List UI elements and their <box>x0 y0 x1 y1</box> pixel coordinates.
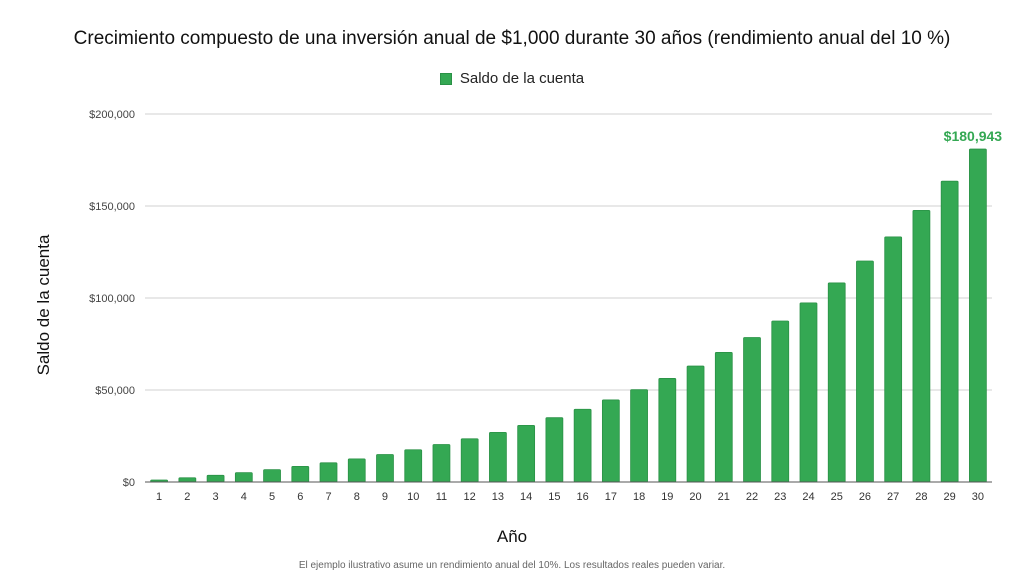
bar <box>489 431 507 483</box>
y-tick-label: $50,000 <box>95 385 135 397</box>
x-tick-label: 2 <box>184 491 190 503</box>
bar <box>714 352 733 483</box>
bar <box>856 260 874 483</box>
x-tick-label: 4 <box>241 491 247 503</box>
bar <box>206 474 225 483</box>
bar <box>573 408 592 483</box>
bar <box>319 462 338 483</box>
bar <box>460 438 479 483</box>
x-tick-label: 17 <box>605 491 617 503</box>
x-tick-label: 23 <box>774 491 786 503</box>
bar <box>771 320 790 483</box>
bar <box>545 417 564 483</box>
x-tick-label: 18 <box>633 491 645 503</box>
footnote: El ejemplo ilustrativo asume un rendimie… <box>298 560 726 571</box>
x-tick-label: 29 <box>944 491 956 503</box>
legend-label: Saldo de la cuenta <box>459 70 585 87</box>
bar <box>601 399 620 483</box>
x-tick-label: 21 <box>718 491 730 503</box>
bar <box>799 302 818 483</box>
x-tick-label: 9 <box>382 491 388 503</box>
bar <box>376 454 394 483</box>
bar <box>404 449 423 483</box>
x-tick-label: 13 <box>492 491 504 503</box>
y-tick-label: $0 <box>123 477 135 489</box>
legend-swatch <box>439 72 452 85</box>
x-tick-label: 6 <box>297 491 303 503</box>
bar <box>969 148 987 483</box>
x-tick-label: 16 <box>576 491 588 503</box>
x-tick-label: 3 <box>213 491 219 503</box>
x-tick-label: 1 <box>156 491 162 503</box>
value-annotation: $180,943 <box>944 128 1003 144</box>
bar <box>686 365 705 483</box>
bar <box>827 282 846 483</box>
x-tick-label: 8 <box>354 491 360 503</box>
bar <box>263 469 281 483</box>
bar <box>291 465 310 483</box>
bar <box>517 424 536 483</box>
bar <box>743 337 761 483</box>
bar <box>630 389 648 483</box>
y-tick-label: $150,000 <box>89 201 135 213</box>
x-tick-label: 14 <box>520 491 532 503</box>
x-tick-label: 11 <box>436 491 447 503</box>
legend: Saldo de la cuenta <box>0 70 1024 87</box>
bar <box>234 472 253 483</box>
bar <box>347 458 366 483</box>
x-tick-label: 10 <box>407 491 419 503</box>
x-tick-label: 24 <box>802 491 814 503</box>
bar <box>912 209 931 483</box>
chart-title: Crecimiento compuesto de una inversión a… <box>73 28 951 49</box>
x-tick-label: 5 <box>269 491 275 503</box>
x-tick-label: 22 <box>746 491 758 503</box>
bar <box>940 180 959 483</box>
x-tick-label: 20 <box>689 491 701 503</box>
bar <box>178 477 197 483</box>
x-tick-label: 25 <box>831 491 843 503</box>
y-tick-label: $200,000 <box>89 109 135 121</box>
x-tick-label: 30 <box>972 491 984 503</box>
x-tick-label: 15 <box>548 491 560 503</box>
y-tick-label: $100,000 <box>89 293 135 305</box>
x-tick-label: 12 <box>464 491 476 503</box>
x-tick-label: 19 <box>661 491 673 503</box>
bar <box>658 378 677 483</box>
x-axis-label: Año <box>496 527 528 546</box>
bar <box>432 444 451 483</box>
x-tick-label: 28 <box>915 491 927 503</box>
bar <box>884 236 903 483</box>
x-tick-label: 27 <box>887 491 899 503</box>
x-tick-label: 7 <box>325 491 331 503</box>
x-tick-label: 26 <box>859 491 871 503</box>
